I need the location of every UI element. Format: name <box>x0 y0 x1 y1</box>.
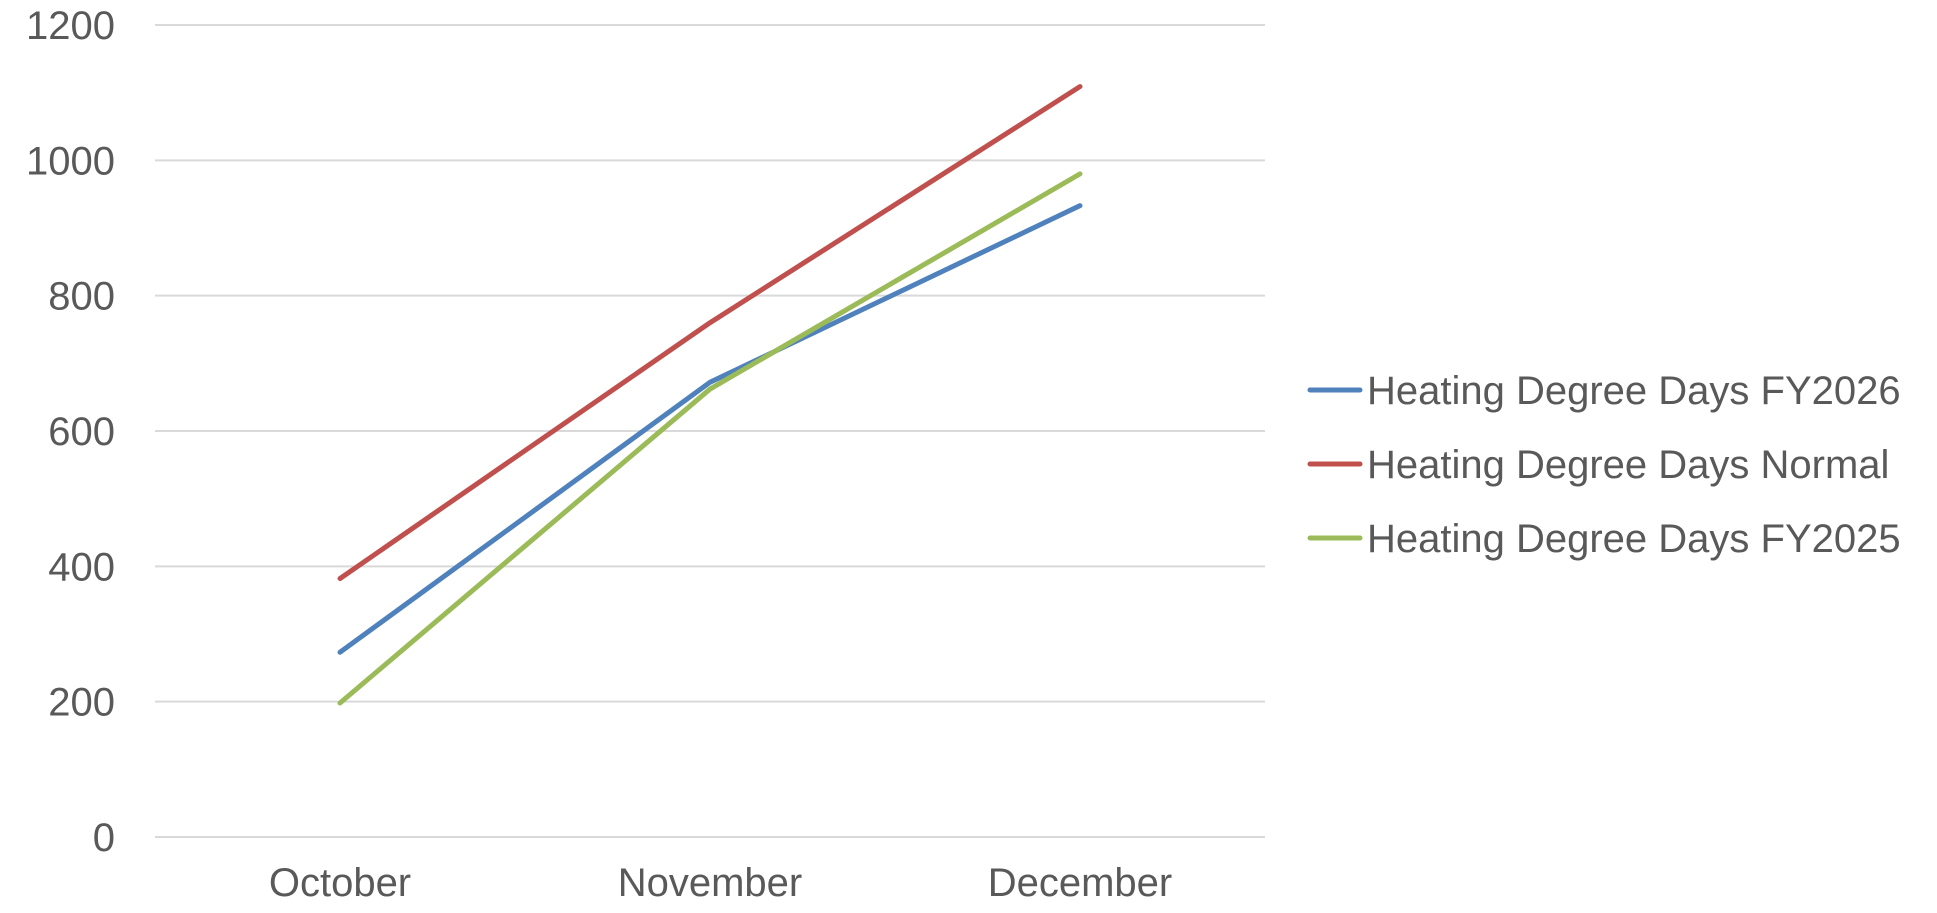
y-tick-label: 200 <box>48 681 115 725</box>
y-tick-label: 600 <box>48 410 115 454</box>
y-tick-label: 0 <box>93 816 115 860</box>
x-tick-label: December <box>988 861 1173 905</box>
x-tick-label: October <box>269 861 411 905</box>
x-axis-ticks: October November December <box>269 861 1172 905</box>
series-lines <box>337 84 1083 706</box>
series-line <box>337 171 1083 706</box>
y-tick-label: 800 <box>48 275 115 319</box>
y-tick-label: 1200 <box>26 4 115 48</box>
legend-label: Heating Degree Days FY2026 <box>1367 369 1901 413</box>
legend-label: Heating Degree Days FY2025 <box>1367 517 1901 561</box>
legend-item: Heating Degree Days FY2026 <box>1307 369 1901 413</box>
x-tick-label: November <box>618 861 803 905</box>
legend-item: Heating Degree Days Normal <box>1307 443 1889 487</box>
legend-label: Heating Degree Days Normal <box>1367 443 1889 487</box>
y-axis-ticks: 0 200 400 600 800 1000 1200 <box>26 4 115 860</box>
y-tick-label: 400 <box>48 545 115 589</box>
series-line <box>337 84 1083 582</box>
series-line <box>337 203 1083 655</box>
y-tick-label: 1000 <box>26 139 115 183</box>
gridlines <box>155 24 1265 838</box>
legend: Heating Degree Days FY2026 Heating Degree… <box>1307 369 1901 561</box>
legend-item: Heating Degree Days FY2025 <box>1307 517 1901 561</box>
